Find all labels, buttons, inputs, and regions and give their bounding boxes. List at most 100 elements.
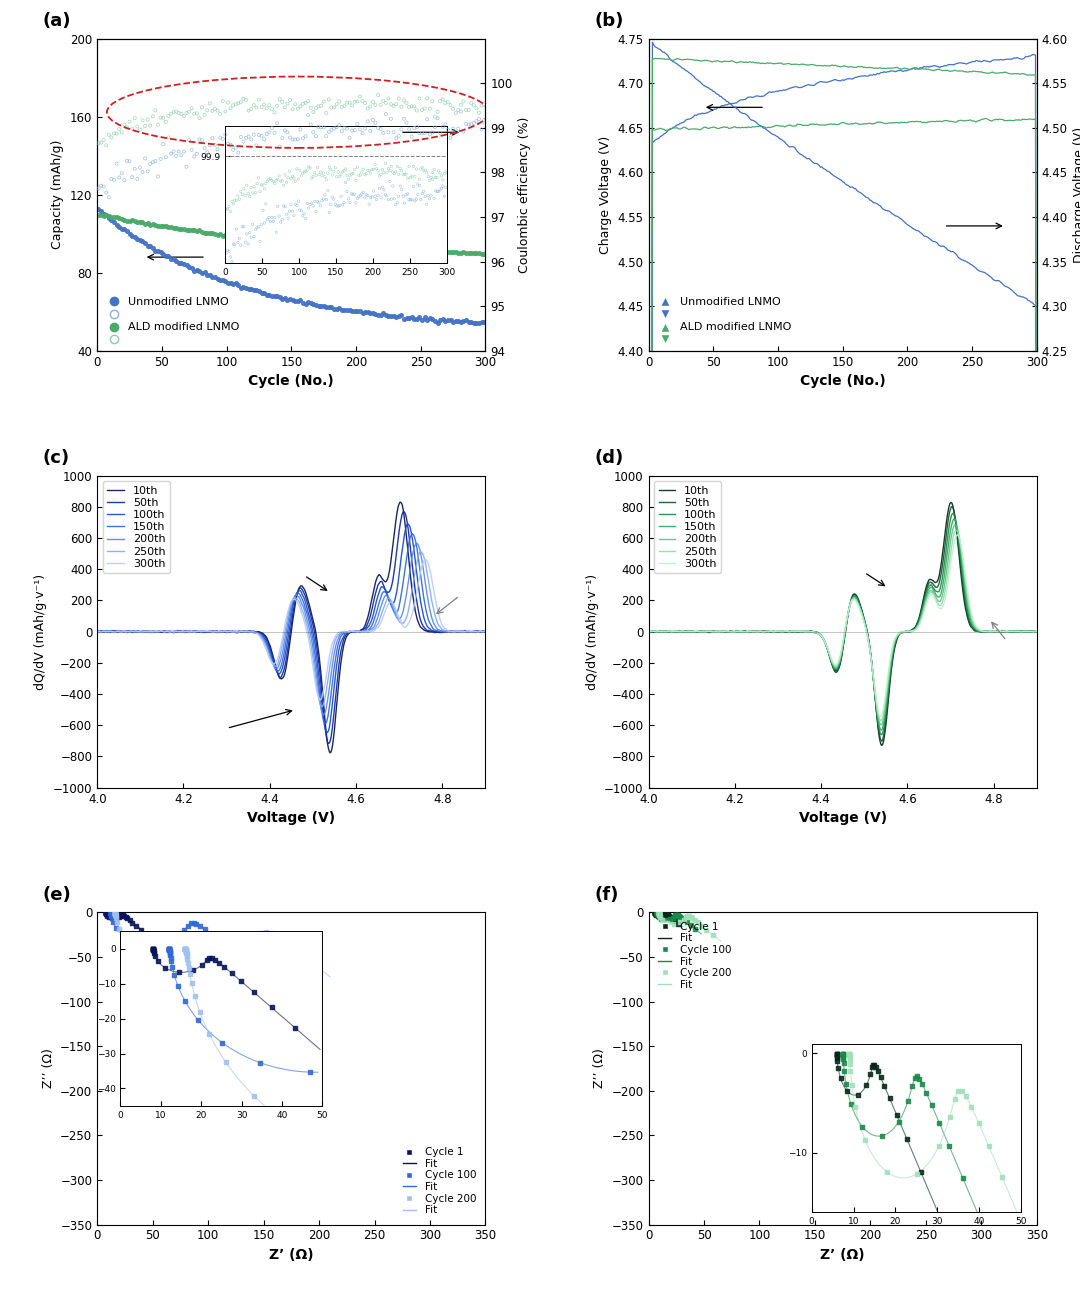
Point bbox=[243, 278, 260, 299]
Point bbox=[119, 907, 136, 928]
Point bbox=[141, 214, 159, 235]
Point bbox=[455, 311, 472, 331]
Point bbox=[103, 904, 120, 924]
Point bbox=[167, 218, 185, 238]
Y-axis label: Capacity (mAh/g): Capacity (mAh/g) bbox=[52, 141, 65, 249]
Point bbox=[97, 902, 114, 923]
Y-axis label: Z’’ (Ω): Z’’ (Ω) bbox=[593, 1048, 606, 1088]
Point bbox=[97, 182, 114, 202]
50th bbox=[870, 712, 883, 727]
Point bbox=[647, 902, 664, 923]
Point bbox=[186, 260, 203, 281]
Point bbox=[369, 237, 387, 258]
Point bbox=[388, 128, 405, 148]
Point bbox=[401, 240, 418, 260]
Point bbox=[188, 143, 205, 164]
Point bbox=[247, 135, 265, 156]
300th bbox=[383, 594, 396, 610]
Point bbox=[154, 215, 172, 236]
Point bbox=[258, 124, 275, 144]
Point bbox=[465, 312, 483, 333]
Point bbox=[354, 122, 372, 143]
Point bbox=[388, 238, 405, 259]
10th bbox=[876, 737, 889, 753]
Point bbox=[93, 175, 110, 196]
Point bbox=[662, 907, 679, 928]
Point bbox=[110, 208, 127, 228]
Point bbox=[416, 307, 433, 327]
Point bbox=[102, 902, 119, 923]
Point bbox=[106, 169, 123, 189]
Point bbox=[292, 290, 309, 311]
Point bbox=[141, 236, 159, 257]
Point bbox=[121, 111, 138, 131]
250th bbox=[320, 681, 333, 696]
Point bbox=[649, 906, 666, 927]
300th bbox=[951, 527, 964, 543]
Point bbox=[434, 309, 451, 330]
Point bbox=[323, 235, 340, 255]
Point bbox=[258, 285, 275, 305]
Line: 100th: 100th bbox=[97, 525, 486, 732]
Point bbox=[212, 269, 229, 290]
Point bbox=[475, 94, 492, 115]
200th bbox=[267, 656, 280, 672]
Point bbox=[458, 311, 475, 331]
Point bbox=[341, 128, 359, 148]
Point bbox=[219, 273, 237, 294]
Point bbox=[251, 281, 268, 302]
200th bbox=[642, 624, 654, 639]
Point bbox=[253, 923, 270, 944]
Point bbox=[221, 938, 239, 959]
250th bbox=[935, 597, 948, 612]
Point bbox=[103, 169, 120, 189]
Point bbox=[346, 300, 363, 321]
Point bbox=[186, 146, 203, 166]
Point bbox=[282, 289, 299, 309]
200th bbox=[160, 624, 173, 639]
Point bbox=[388, 307, 405, 327]
Point bbox=[227, 273, 244, 294]
Point bbox=[113, 209, 131, 229]
Point bbox=[131, 932, 148, 953]
Point bbox=[279, 231, 296, 251]
Point bbox=[191, 220, 208, 241]
Point bbox=[129, 942, 146, 963]
Point bbox=[449, 99, 467, 120]
10th bbox=[902, 624, 915, 639]
Point bbox=[364, 92, 381, 112]
Point bbox=[664, 907, 681, 928]
Point bbox=[434, 242, 451, 263]
Point bbox=[343, 120, 361, 141]
Point bbox=[359, 98, 376, 119]
Point bbox=[170, 103, 187, 124]
100th bbox=[320, 724, 333, 740]
Point bbox=[297, 93, 314, 113]
10th bbox=[324, 745, 337, 761]
Point bbox=[145, 152, 162, 173]
Point bbox=[318, 296, 335, 317]
Point bbox=[297, 126, 314, 147]
Point bbox=[465, 242, 483, 263]
Point bbox=[341, 93, 359, 113]
Point bbox=[104, 907, 121, 928]
Point bbox=[240, 101, 257, 121]
Point bbox=[465, 112, 483, 133]
Point bbox=[133, 919, 150, 940]
Point bbox=[132, 229, 149, 250]
150th bbox=[480, 625, 492, 641]
Point bbox=[116, 209, 133, 229]
Point bbox=[647, 902, 664, 923]
Point bbox=[180, 102, 198, 122]
Point bbox=[160, 106, 177, 126]
250th bbox=[315, 699, 328, 714]
Point bbox=[318, 235, 335, 255]
Point bbox=[247, 280, 265, 300]
Point bbox=[665, 914, 683, 935]
Point bbox=[648, 902, 665, 923]
Point bbox=[103, 907, 120, 928]
Point bbox=[330, 115, 348, 135]
Point bbox=[106, 902, 123, 923]
Point bbox=[308, 233, 325, 254]
Point bbox=[90, 178, 107, 199]
